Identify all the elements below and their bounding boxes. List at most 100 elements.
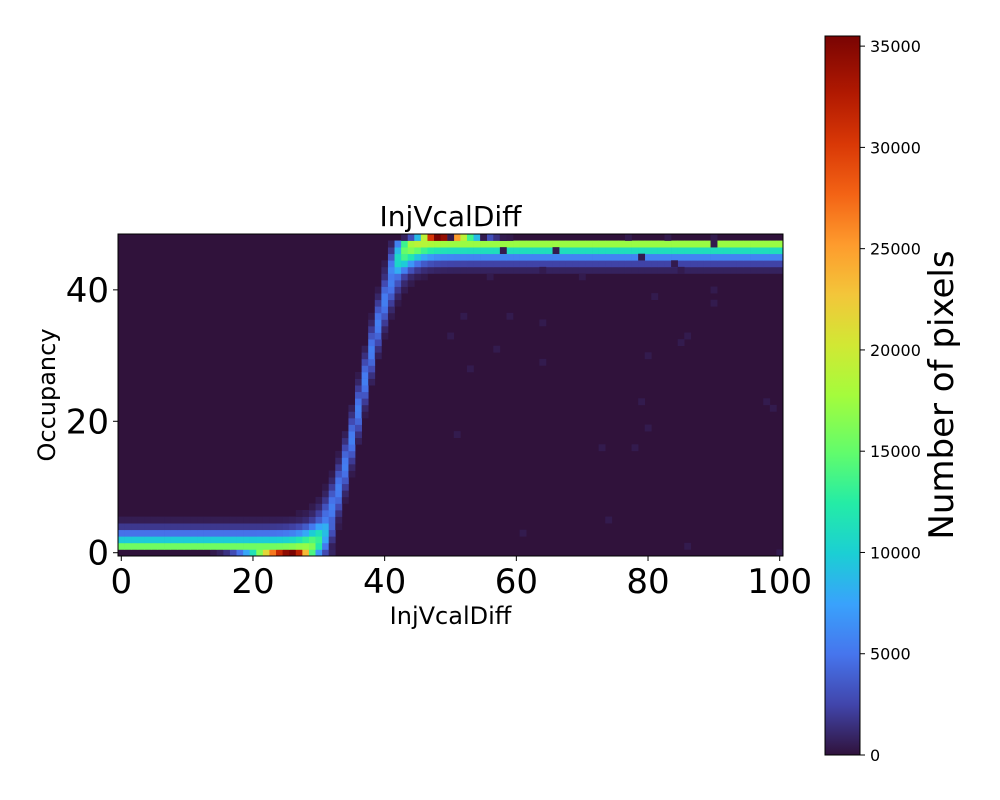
heatmap-cell — [644, 253, 652, 261]
heatmap-cell — [447, 240, 455, 248]
heatmap-cell — [684, 247, 692, 255]
heatmap-cell — [519, 247, 527, 255]
heatmap-cell — [315, 529, 323, 537]
heatmap-cell — [183, 516, 191, 524]
heatmap-cell — [545, 260, 553, 268]
heatmap-cell — [592, 260, 599, 268]
heatmap-cell — [190, 536, 198, 544]
heatmap-cell — [401, 247, 409, 255]
heatmap-cell — [137, 516, 145, 524]
heatmap-cell — [690, 247, 698, 255]
heatmap-cell — [486, 266, 494, 274]
heatmap-cell — [677, 260, 685, 268]
heatmap-cell — [651, 260, 659, 268]
heatmap-cell — [341, 477, 349, 485]
heatmap-cell — [750, 247, 758, 255]
outlier-cell — [598, 444, 606, 452]
heatmap-cell — [466, 247, 474, 255]
heatmap-cell — [203, 542, 211, 550]
heatmap-cell — [361, 378, 369, 386]
heatmap-cell — [572, 247, 580, 255]
heatmap-cell — [368, 312, 376, 320]
heatmap-cell — [763, 247, 771, 255]
heatmap-cell — [322, 496, 330, 504]
heatmap-cell — [578, 240, 586, 248]
heatmap-cell — [539, 247, 547, 255]
heatmap-cell — [269, 523, 277, 531]
outlier-cell — [631, 444, 639, 452]
heatmap-cell — [341, 457, 349, 465]
heatmap-cell — [361, 345, 369, 353]
outlier-cell — [776, 549, 784, 557]
heatmap-cell — [592, 247, 599, 255]
heatmap-cell — [355, 431, 362, 439]
heatmap-cell — [750, 240, 758, 248]
heatmap-cell — [190, 523, 198, 531]
heatmap-cell — [506, 247, 514, 255]
heatmap-cell — [348, 470, 356, 478]
heatmap-cell — [493, 234, 501, 241]
heatmap-cell — [295, 529, 303, 537]
heatmap-cell — [368, 345, 376, 353]
heatmap-cell — [183, 523, 191, 531]
heatmap-cell — [572, 266, 580, 274]
heatmap-cell — [236, 516, 244, 524]
heatmap-cell — [394, 247, 402, 255]
heatmap-cell — [756, 266, 764, 274]
chart-title: InjVcalDiff — [380, 200, 523, 233]
heatmap-cell — [289, 529, 297, 537]
heatmap-cell — [282, 529, 290, 537]
outlier-cell — [769, 404, 777, 412]
heatmap-cell — [394, 266, 402, 274]
heatmap-cell — [526, 247, 534, 255]
heatmap-cell — [453, 266, 461, 274]
heatmap-cell — [374, 319, 382, 327]
heatmap-cell — [243, 549, 251, 557]
heatmap-cell — [381, 306, 389, 314]
heatmap-cell — [322, 529, 330, 537]
heatmap-cell — [229, 516, 237, 524]
outlier-cell — [651, 293, 659, 301]
heatmap-cell — [499, 253, 507, 261]
heatmap-cell — [730, 260, 738, 268]
heatmap-cell — [434, 234, 441, 241]
heatmap-cell — [499, 260, 507, 268]
heatmap-cell — [697, 247, 705, 255]
heatmap-cell — [315, 523, 323, 531]
heatmap-cell — [743, 247, 751, 255]
heatmap-cell — [328, 536, 336, 544]
heatmap-cell — [592, 253, 599, 261]
heatmap-cell — [203, 536, 211, 544]
heatmap-cell — [374, 299, 382, 307]
heatmap-cell — [236, 549, 244, 557]
heatmap-cell — [276, 542, 283, 550]
heatmap-cell — [756, 240, 764, 248]
heatmap-cell — [276, 529, 283, 537]
heatmap-cell — [348, 424, 356, 432]
heatmap-cell — [262, 549, 270, 557]
heatmap-cell — [157, 523, 165, 531]
heatmap-cell — [420, 266, 428, 274]
heatmap-cell — [657, 240, 665, 248]
heatmap-cell — [341, 450, 349, 458]
heatmap-cell — [776, 260, 784, 268]
heatmap-cell — [374, 326, 382, 333]
heatmap-cell — [328, 477, 336, 485]
heatmap-cell — [170, 536, 178, 544]
heatmap-cell — [118, 516, 125, 524]
heatmap-cell — [335, 510, 343, 517]
colorbar — [824, 35, 861, 756]
heatmap-cell — [401, 253, 409, 261]
outlier-cell — [763, 398, 771, 406]
heatmap-cell — [473, 253, 481, 261]
heatmap-cell — [697, 240, 705, 248]
outlier-cell — [671, 260, 678, 268]
heatmap-cell — [374, 352, 382, 360]
heatmap-cell — [506, 266, 514, 274]
heatmap-cell — [243, 542, 251, 550]
heatmap-cell — [381, 273, 389, 281]
heatmap-cell — [769, 247, 777, 255]
heatmap-cell — [447, 253, 455, 261]
heatmap-cell — [460, 247, 468, 255]
heatmap-cell — [453, 240, 461, 248]
